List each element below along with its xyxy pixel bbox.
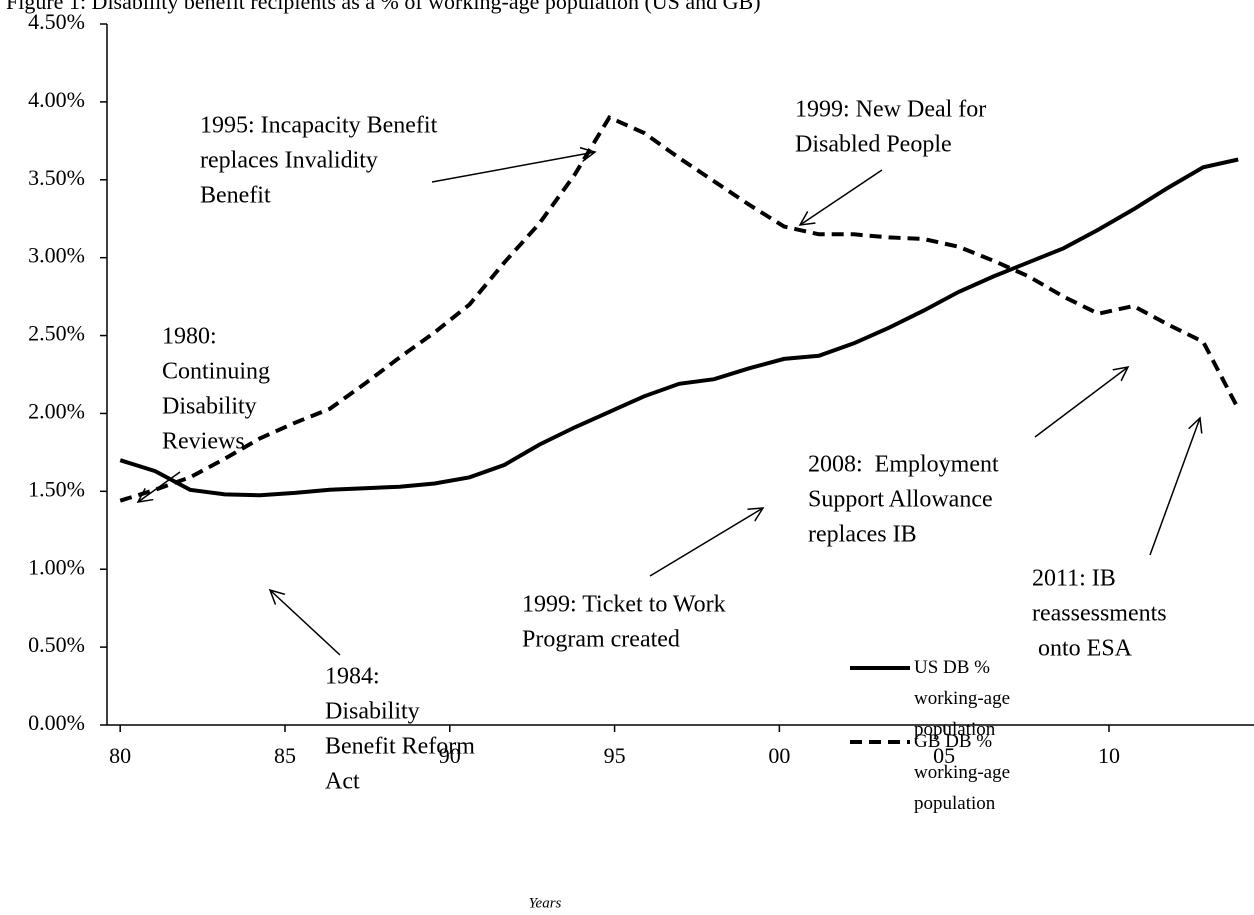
x-tick-label: 80 xyxy=(109,743,131,768)
y-tick-label: 3.50% xyxy=(28,165,85,190)
x-tick-label: 00 xyxy=(768,743,790,768)
annotation: Reviews xyxy=(162,429,245,455)
annotation: 1980: xyxy=(162,324,217,350)
x-tick-label: 90 xyxy=(439,743,461,768)
y-tick-label: 1.00% xyxy=(28,554,85,579)
x-axis-label: Years xyxy=(529,895,562,911)
data-line xyxy=(119,157,1239,498)
annotation: Disabled People xyxy=(795,132,952,158)
y-tick-label: 2.00% xyxy=(28,398,85,423)
annotation: replaces Invalidity xyxy=(200,148,378,174)
annotation: Disability xyxy=(162,394,257,420)
annotation: 1999: New Deal for xyxy=(795,97,986,123)
data-line xyxy=(119,114,1240,503)
annotation: Continuing xyxy=(162,359,270,385)
arrow xyxy=(649,508,763,577)
annotation: 2011: IB xyxy=(1032,566,1116,592)
chart-title: Figure 1: Disability benefit recipients … xyxy=(6,0,761,14)
annotation: Benefit xyxy=(200,183,271,209)
annotation: 1995: Incapacity Benefit xyxy=(200,113,438,139)
annotation: 2008: Employment xyxy=(808,452,999,478)
x-tick-label: 10 xyxy=(1098,743,1120,768)
legend-label: GB DB % working-age population xyxy=(914,731,1011,814)
arrow xyxy=(800,169,883,225)
arrow xyxy=(431,152,595,183)
annotation: 1984: xyxy=(325,664,380,690)
annotation: Program created xyxy=(522,627,680,653)
annotation: Benefit Reform xyxy=(325,734,475,760)
y-tick-label: 3.00% xyxy=(28,243,85,268)
annotation-arrows xyxy=(138,152,1200,656)
x-tick-label: 95 xyxy=(604,743,626,768)
annotation: reassessments xyxy=(1032,601,1167,627)
x-tick-label: 85 xyxy=(274,743,296,768)
annotation: Support Allowance xyxy=(808,487,993,513)
y-tick-label: 1.50% xyxy=(28,476,85,501)
y-tick-label: 0.50% xyxy=(28,632,85,657)
y-tick-label: 4.00% xyxy=(28,87,85,112)
annotation: 1999: Ticket to Work xyxy=(522,592,726,618)
y-tick-label: 2.50% xyxy=(28,321,85,346)
y-tick-label: 0.00% xyxy=(28,710,85,735)
annotation: replaces IB xyxy=(808,522,917,548)
annotation: Act xyxy=(325,769,360,795)
arrow xyxy=(1149,418,1200,556)
annotation: onto ESA xyxy=(1032,636,1133,662)
y-tick-label: 4.50% xyxy=(28,9,85,34)
legend-label: US DB % working-age population xyxy=(914,657,1011,740)
arrow xyxy=(1034,367,1128,438)
x-tick-label: 05 xyxy=(933,743,955,768)
annotation: Disability xyxy=(325,699,420,725)
arrow xyxy=(270,590,341,656)
